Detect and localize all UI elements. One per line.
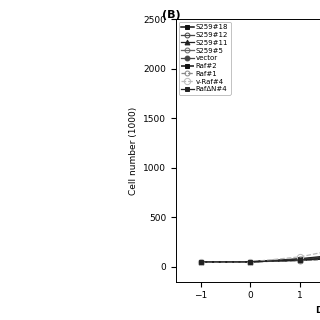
vector: [199, 260, 203, 264]
Line: RafΔN#4: RafΔN#4: [198, 249, 320, 264]
S259#12: [199, 260, 203, 264]
Raf#2: [199, 260, 203, 264]
Line: S259#11: S259#11: [198, 235, 320, 264]
Line: vector: vector: [198, 248, 320, 264]
vector: [298, 258, 302, 262]
vector: [249, 260, 252, 264]
Line: v-Raf#4: v-Raf#4: [198, 182, 320, 265]
S259#12: [249, 260, 252, 264]
S259#11: [298, 258, 302, 261]
Legend: S259#18, S259#12, S259#11, S259#5, vector, Raf#2, Raf#1, v-Raf#4, RafΔN#4: S259#18, S259#12, S259#11, S259#5, vecto…: [179, 22, 231, 95]
Text: (B): (B): [162, 10, 180, 20]
S259#11: [199, 260, 203, 264]
S259#5: [249, 260, 252, 264]
v-Raf#4: [298, 255, 302, 259]
S259#5: [199, 260, 203, 264]
Raf#1: [249, 260, 252, 264]
Raf#1: [199, 260, 203, 264]
Line: Raf#1: Raf#1: [198, 246, 320, 264]
RafΔN#4: [249, 260, 252, 264]
v-Raf#4: [249, 260, 252, 264]
S259#5: [298, 258, 302, 262]
Raf#2: [298, 258, 302, 262]
RafΔN#4: [298, 258, 302, 262]
S259#18: [199, 260, 203, 264]
S259#11: [249, 260, 252, 264]
Line: S259#12: S259#12: [198, 232, 320, 264]
Raf#2: [249, 260, 252, 264]
Line: S259#18: S259#18: [198, 210, 320, 264]
X-axis label: Day: Day: [315, 306, 320, 315]
RafΔN#4: [199, 260, 203, 264]
Line: S259#5: S259#5: [198, 237, 320, 264]
S259#18: [249, 260, 252, 264]
Y-axis label: Cell number (1000): Cell number (1000): [129, 106, 138, 195]
S259#18: [298, 257, 302, 261]
S259#12: [298, 257, 302, 261]
Raf#1: [298, 259, 302, 262]
Line: Raf#2: Raf#2: [198, 242, 320, 264]
v-Raf#4: [199, 260, 203, 264]
